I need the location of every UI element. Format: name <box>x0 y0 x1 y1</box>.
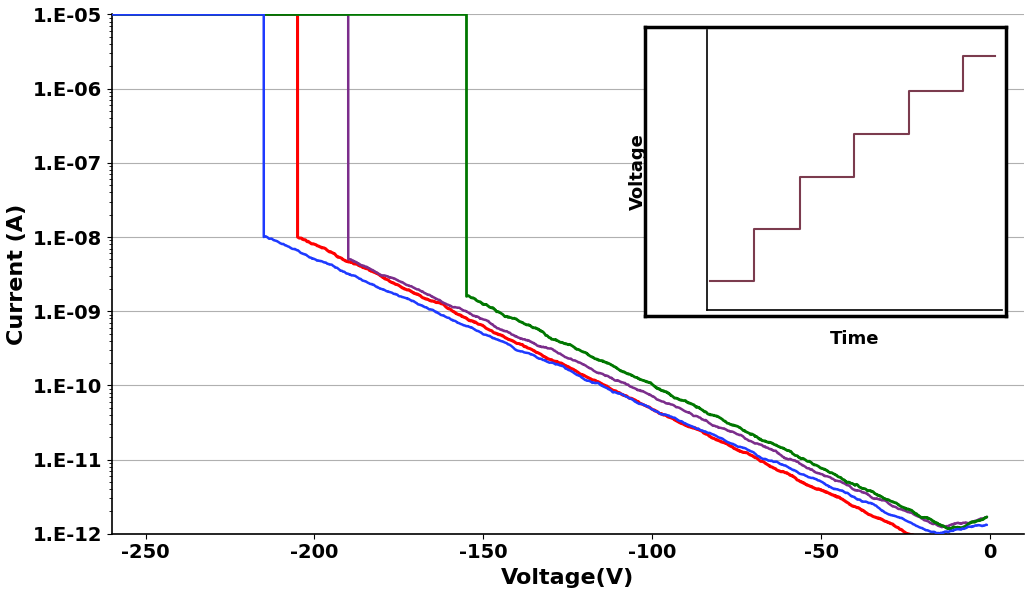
X-axis label: Voltage(V): Voltage(V) <box>501 568 634 588</box>
Y-axis label: Current (A): Current (A) <box>7 203 27 345</box>
